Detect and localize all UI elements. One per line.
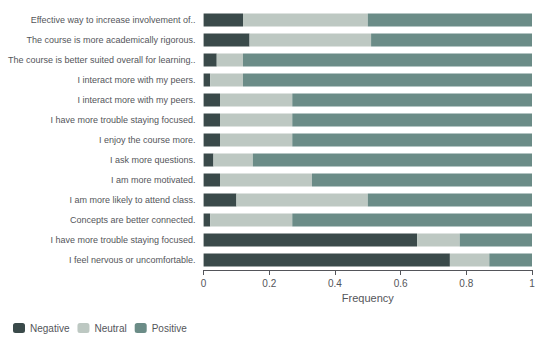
svg-text:I have more trouble staying fo: I have more trouble staying focused.: [51, 235, 196, 245]
svg-text:Effective way to increase invo: Effective way to increase involvement of…: [31, 15, 196, 25]
svg-text:0.6: 0.6: [394, 278, 408, 289]
svg-text:0.8: 0.8: [459, 278, 473, 289]
svg-text:I enjoy the course more.: I enjoy the course more.: [99, 135, 196, 145]
svg-text:I interact more with my peers.: I interact more with my peers.: [78, 75, 196, 85]
svg-text:0: 0: [201, 278, 207, 289]
svg-text:I am more motivated.: I am more motivated.: [111, 175, 196, 185]
svg-text:The course is more academicall: The course is more academically rigorous…: [27, 35, 196, 45]
svg-text:Concepts are better connected.: Concepts are better connected.: [70, 215, 196, 225]
svg-text:1: 1: [529, 278, 535, 289]
svg-text:Neutral: Neutral: [94, 323, 126, 334]
svg-text:I have more trouble staying fo: I have more trouble staying focused.: [51, 115, 196, 125]
svg-text:The course is better suited ov: The course is better suited overall for …: [8, 55, 196, 65]
svg-text:Positive: Positive: [152, 323, 187, 334]
svg-text:I ask more questions.: I ask more questions.: [110, 155, 196, 165]
svg-text:Negative: Negative: [30, 323, 70, 334]
svg-text:0.4: 0.4: [328, 278, 342, 289]
svg-text:I am more likely to attend cla: I am more likely to attend class.: [70, 195, 196, 205]
svg-text:I feel nervous or uncomfortabl: I feel nervous or uncomfortable.: [69, 255, 196, 265]
svg-text:I interact more with my peers.: I interact more with my peers.: [78, 95, 196, 105]
svg-text:0.2: 0.2: [262, 278, 276, 289]
svg-text:Frequency: Frequency: [342, 292, 394, 304]
